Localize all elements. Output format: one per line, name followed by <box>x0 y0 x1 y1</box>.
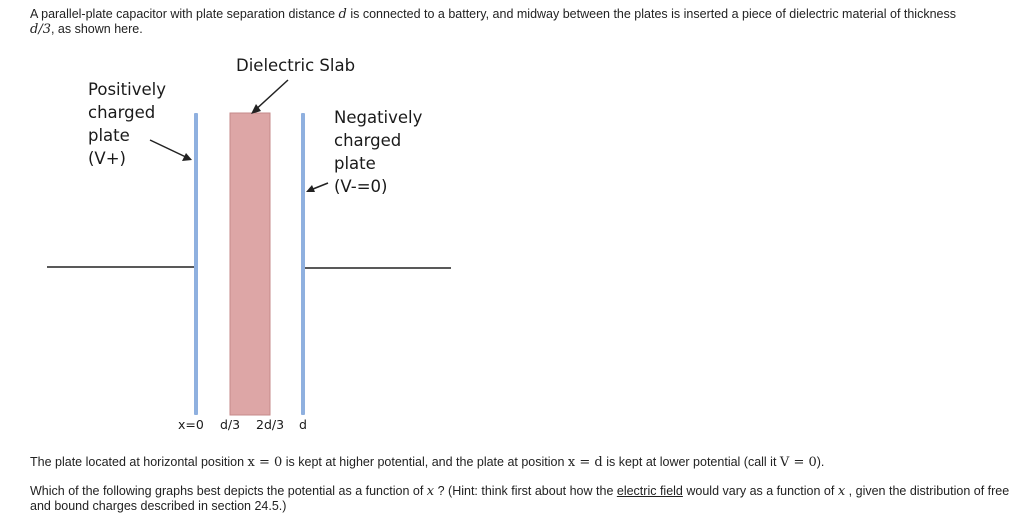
q-var-x2: x <box>837 484 846 499</box>
positive-arrow <box>149 139 191 160</box>
intro-text-2: is connected to a battery, and midway be… <box>350 7 956 21</box>
q-text-3: would vary as a function of <box>686 484 835 498</box>
q-text-4: , given the distribution of free and bou… <box>30 484 1010 513</box>
potential-paragraph: The plate located at horizontal position… <box>30 455 1005 470</box>
x-label-0: x=0 <box>178 417 204 432</box>
negative-label-line-1: Negatively <box>334 108 423 127</box>
negative-label-line-2: charged <box>334 131 401 150</box>
negative-label-line-3: plate <box>334 154 376 173</box>
positive-label-line-2: charged <box>88 103 155 122</box>
slab-label: Dielectric Slab <box>236 56 355 75</box>
intro-var-d: d <box>338 7 347 22</box>
q-text-2: ? (Hint: think first about how the <box>437 484 614 498</box>
positive-potential-label: (V+) <box>88 149 126 168</box>
p2-math-xd: x = d <box>567 455 603 470</box>
slab-arrow <box>252 79 289 113</box>
q-var-x: x <box>426 484 435 499</box>
intro-thickness: d/3 <box>30 22 51 37</box>
intro-text-3: , as shown here. <box>50 22 143 36</box>
p2-math-v0: V = 0 <box>779 455 817 470</box>
positive-plate <box>194 113 198 415</box>
positive-label-line-3: plate <box>88 126 130 145</box>
p2-text-2: is kept at higher potential, and the pla… <box>285 455 565 469</box>
dielectric-slab <box>229 112 271 416</box>
p2-text-1: The plate located at horizontal position <box>30 455 245 469</box>
q-text-1: Which of the following graphs best depic… <box>30 484 424 498</box>
negative-arrowhead <box>306 185 315 192</box>
x-label-d3: d/3 <box>220 417 240 432</box>
p2-text-3: is kept at lower potential (call it <box>606 455 777 469</box>
x-label-2d3: 2d/3 <box>256 417 284 432</box>
intro-paragraph: A parallel-plate capacitor with plate se… <box>30 7 1005 37</box>
x-label-d: d <box>299 417 307 432</box>
negative-potential-label: (V-=0) <box>334 177 387 196</box>
negative-plate <box>301 113 305 415</box>
intro-text-1: A parallel-plate capacitor with plate se… <box>30 7 336 21</box>
slab-arrowhead <box>251 104 261 114</box>
electric-field-link[interactable]: electric field <box>616 484 683 498</box>
p2-math-x0: x = 0 <box>247 455 283 470</box>
p2-text-4: ). <box>816 455 825 469</box>
positive-label-line-1: Positively <box>88 80 166 99</box>
question-paragraph: Which of the following graphs best depic… <box>30 484 1010 514</box>
positive-arrowhead <box>182 153 192 161</box>
